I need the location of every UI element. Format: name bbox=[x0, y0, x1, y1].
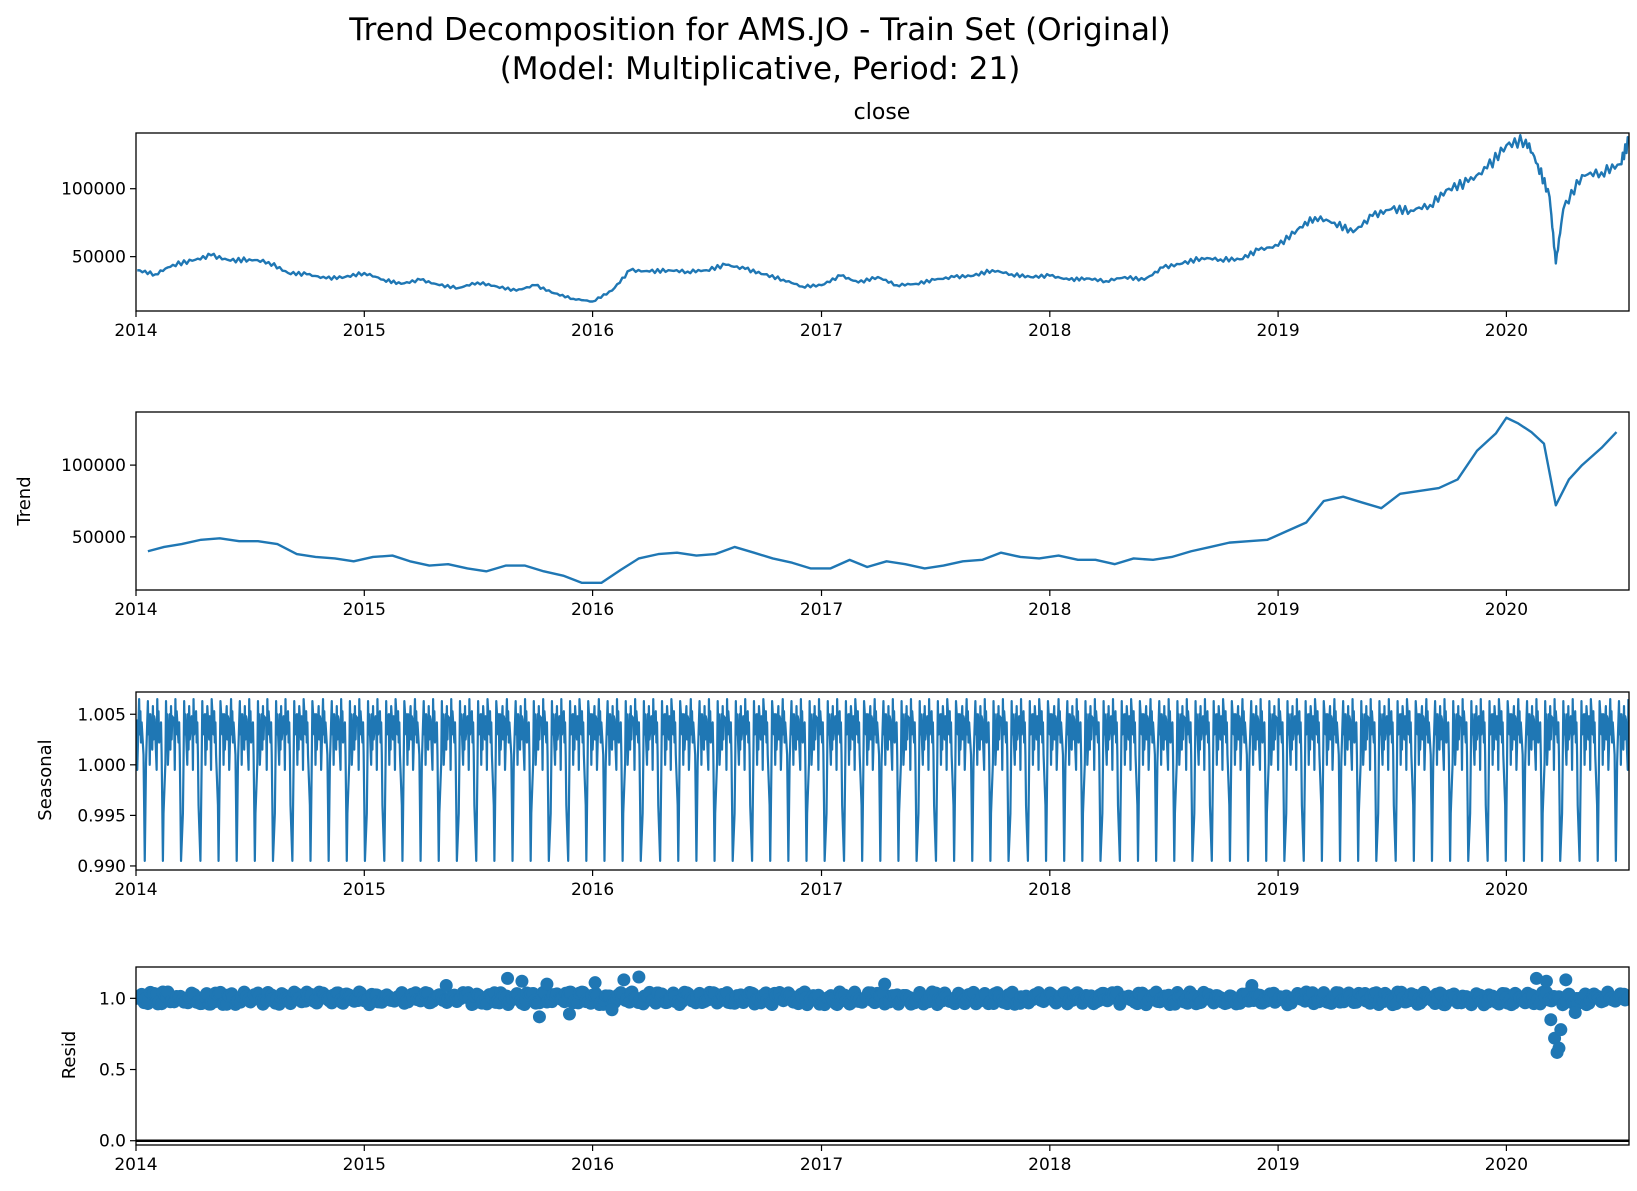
trend-x-tick-label: 2017 bbox=[800, 600, 843, 620]
trend-panel: Trend 2014 2015 2016 2017 2018 2019 2020 50000 1… bbox=[14, 411, 1630, 620]
resid-data bbox=[136, 970, 1629, 1142]
resid-outlier-point bbox=[632, 970, 646, 984]
trend-x-tick-label: 2015 bbox=[343, 600, 386, 620]
resid-outlier-point bbox=[439, 979, 453, 993]
resid-outlier-point bbox=[1552, 1041, 1566, 1055]
resid-outlier-point bbox=[532, 1010, 546, 1024]
seasonal-x-tick-label: 2014 bbox=[114, 880, 157, 900]
observed-x-tick-label: 2016 bbox=[571, 321, 614, 341]
trend-y-tick-label: 50000 bbox=[72, 528, 126, 548]
resid-outlier-point bbox=[1554, 1023, 1568, 1037]
resid-panel: Resid 2014 2015 2016 2017 2018 2019 2020 0.0 0.5… bbox=[59, 966, 1630, 1175]
resid-y-tick-label: 0.5 bbox=[99, 1061, 126, 1081]
resid-point bbox=[1621, 991, 1629, 1005]
resid-outlier-point bbox=[540, 977, 554, 991]
observed-x-tick-label: 2015 bbox=[343, 321, 386, 341]
seasonal-x-tick-label: 2015 bbox=[343, 880, 386, 900]
observed-series-line bbox=[137, 134, 1629, 303]
resid-outlier-point bbox=[617, 973, 631, 987]
trend-series-line bbox=[147, 416, 1618, 585]
resid-outlier-point bbox=[562, 1007, 576, 1021]
resid-axes-frame bbox=[135, 966, 1630, 1146]
resid-y-tick-label: 0.0 bbox=[99, 1132, 126, 1152]
observed-panel-title: close bbox=[854, 100, 911, 125]
observed-x-tick-label: 2017 bbox=[800, 321, 843, 341]
seasonal-x-tick-label: 2020 bbox=[1485, 880, 1528, 900]
seasonal-axes-frame bbox=[135, 691, 1630, 871]
trend-axes-frame bbox=[135, 411, 1630, 591]
trend-x-tick-label: 2016 bbox=[571, 600, 614, 620]
observed-x-tick-label: 2019 bbox=[1256, 321, 1299, 341]
resid-x-tick-label: 2018 bbox=[1028, 1155, 1071, 1175]
resid-outlier-point bbox=[501, 971, 515, 985]
seasonal-x-tick-label: 2018 bbox=[1028, 880, 1071, 900]
seasonal-y-label: Seasonal bbox=[35, 739, 56, 820]
trend-x-tick-label: 2019 bbox=[1256, 600, 1299, 620]
resid-x-tick-label: 2017 bbox=[800, 1155, 843, 1175]
figure-title: Trend Decomposition for AMS.JO - Train S… bbox=[348, 12, 1170, 48]
resid-outlier-point bbox=[588, 976, 602, 990]
resid-x-tick-label: 2016 bbox=[571, 1155, 614, 1175]
resid-outlier-point bbox=[1559, 973, 1573, 987]
resid-outlier-point bbox=[1529, 971, 1543, 985]
resid-outlier-point bbox=[515, 974, 529, 988]
trend-x-tick-label: 2018 bbox=[1028, 600, 1071, 620]
trend-x-tick-label: 2020 bbox=[1485, 600, 1528, 620]
resid-outlier-point bbox=[1245, 979, 1259, 993]
seasonal-x-tick-label: 2019 bbox=[1256, 880, 1299, 900]
observed-axes-frame bbox=[135, 132, 1630, 312]
observed-x-tick-label: 2018 bbox=[1028, 321, 1071, 341]
seasonal-y-tick-label: 1.005 bbox=[77, 705, 126, 725]
resid-x-tick-label: 2019 bbox=[1256, 1155, 1299, 1175]
resid-x-tick-label: 2014 bbox=[114, 1155, 157, 1175]
observed-y-tick-label: 100000 bbox=[61, 180, 126, 200]
observed-y-tick-label: 50000 bbox=[72, 248, 126, 268]
resid-outlier-point bbox=[1544, 1013, 1558, 1027]
trend-y-tick-label: 100000 bbox=[61, 456, 126, 476]
seasonal-y-tick-label: 0.990 bbox=[77, 857, 126, 877]
observed-panel: close 2014 2015 2016 2017 2018 2019 2020 50000 1… bbox=[61, 100, 1630, 341]
observed-x-tick-label: 2020 bbox=[1485, 321, 1528, 341]
seasonal-x-tick-label: 2016 bbox=[571, 880, 614, 900]
seasonal-panel: Seasonal 2014 2015 2016 2017 2018 2019 2020 0.9… bbox=[35, 691, 1630, 900]
trend-y-label: Trend bbox=[14, 476, 35, 526]
resid-outlier-point bbox=[1539, 974, 1553, 988]
resid-x-tick-label: 2020 bbox=[1485, 1155, 1528, 1175]
observed-x-tick-label: 2014 bbox=[114, 321, 157, 341]
observed-data bbox=[137, 134, 1629, 303]
resid-y-label: Resid bbox=[59, 1031, 80, 1080]
figure-subtitle: (Model: Multiplicative, Period: 21) bbox=[500, 51, 1021, 87]
seasonal-series-line bbox=[136, 697, 1629, 863]
seasonal-x-tick-label: 2017 bbox=[800, 880, 843, 900]
seasonal-y-tick-label: 1.000 bbox=[77, 756, 126, 776]
trend-data bbox=[147, 416, 1618, 585]
resid-outlier-point bbox=[878, 977, 892, 991]
resid-y-tick-label: 1.0 bbox=[99, 989, 126, 1009]
seasonal-data bbox=[136, 697, 1629, 863]
resid-x-tick-label: 2015 bbox=[343, 1155, 386, 1175]
resid-outlier-point bbox=[1568, 1006, 1582, 1020]
seasonal-y-tick-label: 0.995 bbox=[77, 806, 126, 826]
trend-x-tick-label: 2014 bbox=[114, 600, 157, 620]
resid-outlier-point bbox=[605, 1003, 619, 1017]
